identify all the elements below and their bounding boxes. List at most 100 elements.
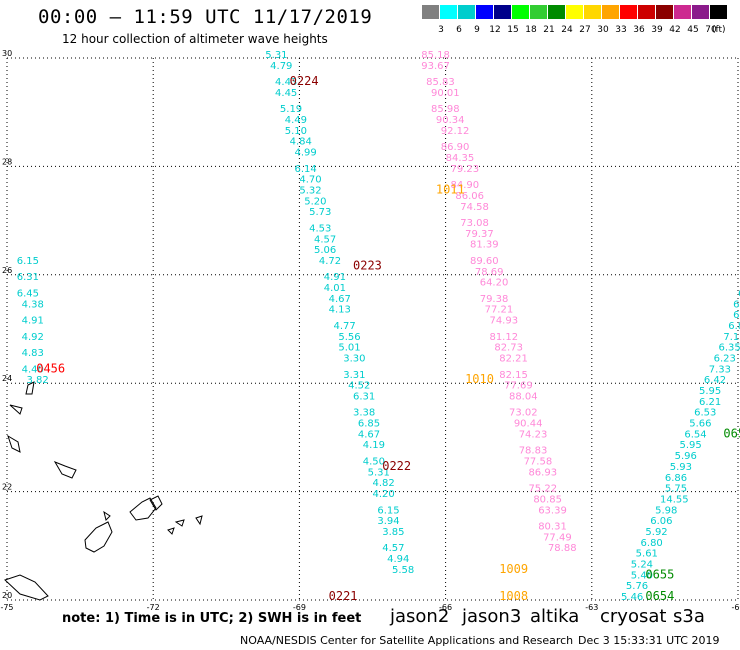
wave-height-value: 6.15 — [377, 505, 399, 516]
wave-height-value: 4.99 — [295, 148, 317, 159]
mission-jason3: jason3 — [462, 606, 522, 627]
wave-height-value: 5.92 — [645, 527, 667, 538]
wave-height-value: 64.20 — [480, 278, 509, 289]
timestamp-text: Dec 3 15:33:31 UTC 2019 — [578, 634, 720, 647]
wave-height-value: 5.40 — [631, 570, 653, 581]
wave-height-value: 5.20 — [304, 196, 326, 207]
land-polygon — [9, 404, 23, 415]
wave-height-value: 4.91 — [22, 316, 44, 327]
wave-height-value: 85.98 — [431, 104, 460, 115]
land-polygon — [167, 527, 175, 535]
map-grid — [6, 57, 739, 601]
legend-label: 33 — [615, 25, 627, 35]
wave-height-value: 4.13 — [329, 305, 351, 316]
legend-swatch — [458, 5, 475, 19]
legend-label: 21 — [543, 25, 555, 35]
wave-height-value: 4.67 — [329, 294, 351, 305]
pass-label: 0456 — [36, 361, 65, 375]
legend-unit: (ft) — [712, 25, 726, 35]
axis-labels: -75 -72 -69 -66 -63 -60 30 28 26 24 22 20 — [0, 49, 740, 612]
land-polygon — [129, 497, 157, 521]
credit-text: NOAA/NESDIS Center for Satellite Applica… — [240, 634, 574, 647]
wave-height-value: 6.42 — [704, 375, 726, 386]
lat-tick-label: 30 — [2, 49, 12, 58]
wave-height-value: 85.18 — [421, 50, 450, 61]
wave-height-value: 80.85 — [533, 494, 562, 505]
pass-label: 0221 — [329, 589, 358, 603]
lat-tick-label: 22 — [2, 483, 12, 492]
wave-height-value: 3.94 — [377, 516, 399, 527]
wave-height-value: 6.80 — [728, 321, 740, 332]
wave-height-value: 6.31 — [17, 272, 39, 283]
legend-swatch — [674, 5, 691, 19]
legend-swatch — [602, 5, 619, 19]
wave-height-value: 3.85 — [382, 527, 404, 538]
lon-tick-label: -63 — [585, 603, 598, 612]
wave-height-value: 92.12 — [441, 126, 470, 137]
mission-altika: altika — [530, 606, 580, 627]
wave-height-value: 5.95 — [699, 386, 721, 397]
wave-height-value: 77.21 — [485, 305, 514, 316]
wave-height-value: 79.38 — [480, 294, 509, 305]
wave-height-value: 3.31 — [343, 370, 365, 381]
wave-height-value: 74.58 — [460, 202, 489, 213]
wave-height-value: 78.88 — [548, 543, 577, 554]
legend-swatch — [710, 5, 727, 19]
wave-height-value: 79.23 — [450, 164, 479, 175]
wave-height-value: 81.12 — [489, 332, 518, 343]
lat-tick-label: 26 — [2, 266, 12, 275]
legend-swatch — [548, 5, 565, 19]
wave-height-value: 4.94 — [387, 554, 409, 565]
wave-height-value: 6.14 — [295, 164, 317, 175]
legend-label: 12 — [489, 25, 501, 35]
wave-height-value: 5.10 — [285, 126, 307, 137]
land-polygon — [53, 460, 77, 479]
wave-height-value: 75.22 — [528, 484, 557, 495]
land-polygon — [84, 521, 113, 553]
wave-height-value: 5.56 — [338, 332, 360, 343]
wave-height-value: 63.39 — [538, 505, 567, 516]
wave-height-value: 6.23 — [714, 354, 736, 365]
mission-jason2: jason2 — [390, 606, 450, 627]
wave-height-value: 4.19 — [363, 440, 385, 451]
wave-height-value: 86.90 — [441, 142, 470, 153]
land-polygon — [149, 495, 163, 511]
wave-height-value: 4.72 — [319, 256, 341, 267]
land-polygon — [195, 515, 203, 526]
wave-height-value: 4.52 — [348, 381, 370, 392]
wave-height-value: 5.98 — [655, 505, 677, 516]
wave-height-value: 6.08 — [733, 310, 740, 321]
lat-tick-label: 20 — [2, 591, 12, 600]
land-polygon — [103, 510, 111, 521]
wave-height-value: 4.57 — [382, 543, 404, 554]
page-subtitle: 12 hour collection of altimeter wave hei… — [62, 32, 328, 46]
wave-height-value: 4.77 — [334, 321, 356, 332]
page-title: 00:00 – 11:59 UTC 11/17/2019 — [38, 6, 373, 28]
wave-height-value: 3.82 — [26, 375, 48, 386]
wave-height-value: 4.40 — [22, 364, 44, 375]
wave-height-value: 5.19 — [280, 104, 302, 115]
wave-height-value: 4.38 — [22, 299, 44, 310]
wave-height-value: 84.90 — [450, 180, 479, 191]
wave-height-value: 4.83 — [22, 348, 44, 359]
wave-height-value: 88.04 — [509, 391, 538, 402]
legend-label: 18 — [525, 25, 537, 35]
wave-height-value: 5.75 — [665, 484, 687, 495]
wave-height-value: 82.21 — [499, 354, 528, 365]
wave-height-value: 4.70 — [299, 175, 321, 186]
wave-height-value: 77.58 — [524, 457, 553, 468]
legend-label: 9 — [474, 25, 480, 35]
wave-height-value: 74.93 — [489, 316, 518, 327]
lat-tick-label: 24 — [2, 374, 12, 383]
legend-swatch — [530, 5, 547, 19]
land-outlines — [4, 381, 203, 601]
wave-height-value: 84.35 — [446, 153, 475, 164]
pass-label: 0222 — [382, 459, 411, 473]
wave-height-value: 90.34 — [436, 115, 465, 126]
pass-label: 0223 — [353, 258, 382, 272]
land-polygon — [7, 434, 21, 453]
wave-height-value: 6.85 — [358, 419, 380, 430]
legend-swatch — [638, 5, 655, 19]
wave-height-value: 5.01 — [338, 343, 360, 354]
